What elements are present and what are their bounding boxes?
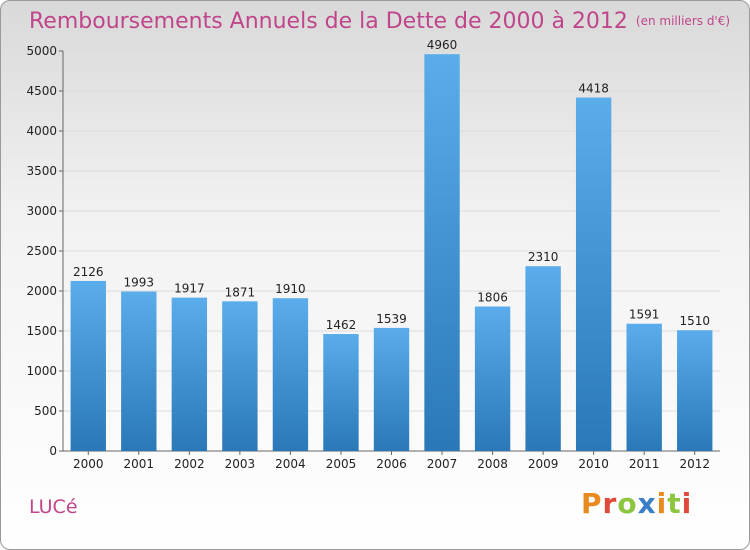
bar-layer	[70, 54, 713, 451]
data-label-2000: 2126	[73, 265, 104, 279]
logo-letter: r	[602, 487, 618, 520]
label-layer: 0 500 1000 1500 2000 2500 3000 3500 4000 4500 5000…	[26, 38, 710, 471]
data-label-2007: 4960	[427, 38, 458, 52]
bar-2004	[272, 298, 309, 451]
bar-2000	[70, 280, 106, 451]
data-label-2009: 2310	[528, 250, 559, 264]
y-tick-label: 4000	[26, 124, 57, 138]
bar-2006	[373, 327, 410, 451]
bar-2003	[222, 301, 258, 451]
bar-2005	[323, 334, 359, 451]
chart-title: Remboursements Annuels de la Dette de 20…	[29, 9, 730, 34]
y-tick-label: 5000	[26, 44, 57, 58]
bar-2002	[171, 297, 208, 451]
bar-2009	[525, 266, 561, 451]
y-tick-label: 500	[34, 404, 57, 418]
x-tick-label-2008: 2008	[477, 457, 508, 471]
x-tick-label-2003: 2003	[225, 457, 256, 471]
title-text: Remboursements Annuels de la Dette de 20…	[29, 9, 628, 34]
y-tick-label: 3000	[26, 204, 57, 218]
y-tick-label: 3500	[26, 164, 57, 178]
data-label-2005: 1462	[326, 318, 357, 332]
data-label-2006: 1539	[376, 312, 407, 326]
bar-2001	[121, 291, 157, 451]
bar-2007	[424, 54, 460, 451]
title-unit: (en milliers d'€)	[635, 14, 731, 28]
y-tick-label: 2500	[26, 244, 57, 258]
data-label-2002: 1917	[174, 282, 205, 296]
logo-letter: x	[637, 487, 657, 520]
logo-letter: P	[581, 487, 603, 520]
bar-2010	[575, 97, 612, 451]
y-tick-label: 1500	[26, 324, 57, 338]
bar-2008	[474, 306, 511, 451]
x-tick-label-2001: 2001	[124, 457, 155, 471]
bar-2012	[677, 330, 713, 451]
town-name: LUCé	[29, 496, 78, 518]
data-label-2008: 1806	[477, 291, 508, 305]
logo-letter: i	[656, 487, 668, 520]
data-label-2004: 1910	[275, 282, 306, 296]
x-tick-label-2005: 2005	[326, 457, 357, 471]
x-tick-label-2002: 2002	[174, 457, 205, 471]
x-tick-label-2000: 2000	[73, 457, 104, 471]
data-label-2012: 1510	[679, 314, 710, 328]
x-tick-label-2011: 2011	[629, 457, 660, 471]
x-tick-label-2007: 2007	[427, 457, 458, 471]
x-tick-label-2004: 2004	[275, 457, 306, 471]
logo-letter: o	[617, 487, 638, 520]
logo-letter: i	[681, 487, 693, 520]
x-tick-label-2012: 2012	[679, 457, 710, 471]
x-tick-label-2010: 2010	[578, 457, 609, 471]
proxiti-logo: Proxiti	[581, 487, 692, 520]
data-label-2003: 1871	[225, 285, 256, 299]
x-tick-label-2006: 2006	[376, 457, 407, 471]
data-label-2001: 1993	[124, 276, 155, 290]
y-tick-label: 1000	[26, 364, 57, 378]
y-tick-label: 0	[49, 444, 57, 458]
x-tick-label-2009: 2009	[528, 457, 559, 471]
bar-2011	[626, 323, 662, 451]
data-label-2010: 4418	[578, 82, 609, 96]
logo-letter: t	[667, 487, 682, 520]
data-label-2011: 1591	[629, 308, 660, 322]
y-tick-label: 2000	[26, 284, 57, 298]
y-tick-label: 4500	[26, 84, 57, 98]
